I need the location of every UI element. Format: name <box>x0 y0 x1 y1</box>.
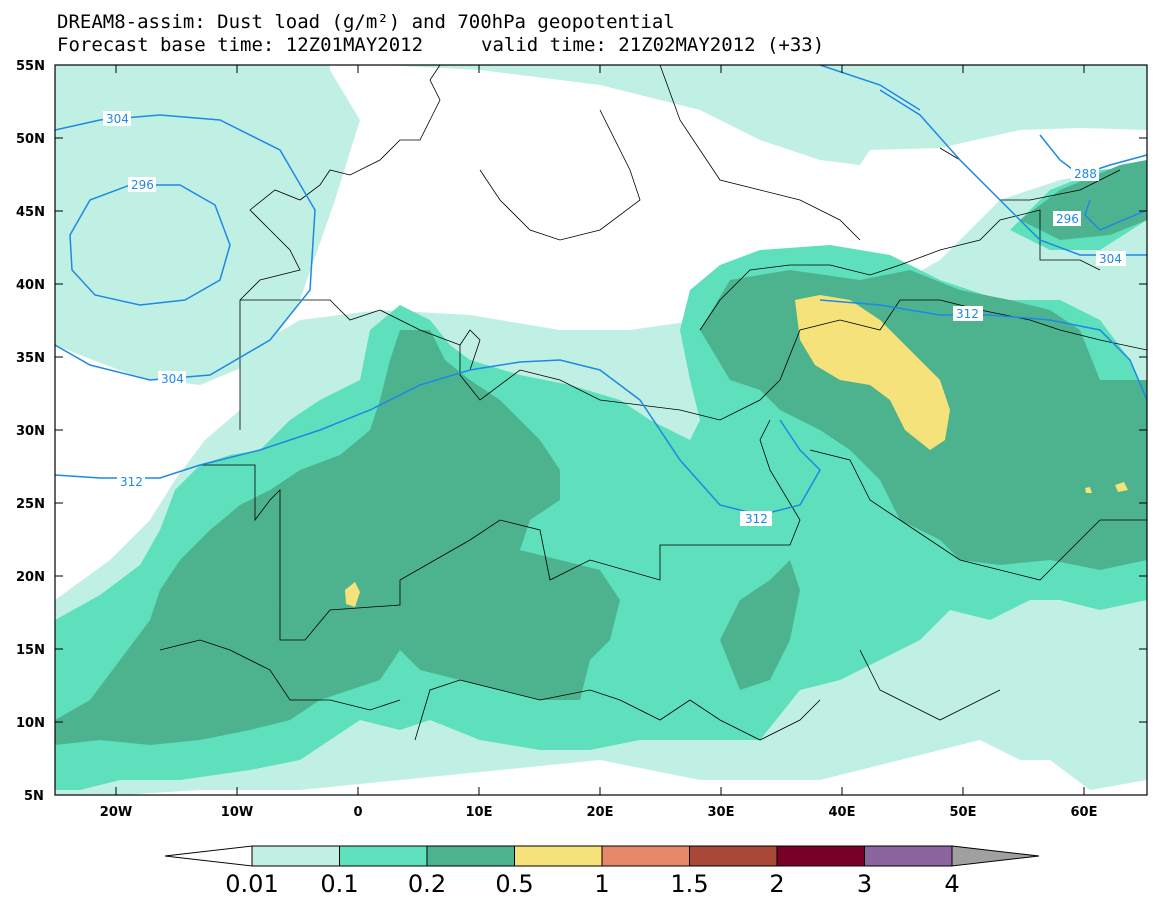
lat-label: 35N <box>16 351 45 366</box>
lon-label: 20E <box>587 805 614 820</box>
contour-label: 312 <box>120 475 143 489</box>
contour-label: 304 <box>106 112 129 126</box>
colorbar-swatch <box>689 845 778 867</box>
contour-304-west <box>55 114 316 381</box>
contour-296-west <box>69 184 231 306</box>
colorbar-level-label: 1 <box>594 870 610 898</box>
colorbar <box>164 845 1040 867</box>
lon-label: 30E <box>708 805 735 820</box>
lat-label: 25N <box>16 497 45 512</box>
colorbar-level-label: 4 <box>944 870 960 898</box>
colorbar-swatch <box>864 845 953 867</box>
colorbar-level-label: 0.2 <box>407 870 447 898</box>
lon-label: 10W <box>221 805 253 820</box>
base-time: Forecast base time: 12Z01MAY2012 <box>57 34 424 56</box>
colorbar-level-label: 3 <box>856 870 873 898</box>
lat-label: 15N <box>16 643 45 658</box>
lon-label: 0 <box>353 805 362 820</box>
contour-label: 312 <box>745 512 768 526</box>
contour-label: 304 <box>161 372 184 386</box>
contour-296-east <box>1084 199 1147 231</box>
contour-312-main <box>55 359 821 516</box>
contour-label: 288 <box>1074 167 1097 181</box>
lat-label: 20N <box>16 570 45 585</box>
contour-label: 312 <box>956 307 979 321</box>
latitude-labels: 55N 50N 45N 40N 35N 30N 25N 20N 15N 10N … <box>16 59 45 804</box>
colorbar-swatch <box>426 845 515 867</box>
contour-304-east <box>879 89 1147 256</box>
contour-label: 296 <box>1056 212 1079 226</box>
contour-label: 296 <box>131 178 154 192</box>
colorbar-swatch <box>251 845 340 867</box>
lat-label: 55N <box>16 59 45 74</box>
colorbar-low-arrow <box>164 845 253 867</box>
lat-label: 5N <box>24 789 44 804</box>
contour-312-east <box>819 299 1147 401</box>
valid-time: valid time: 21Z02MAY2012 (+33) <box>481 34 825 56</box>
lon-label: 40E <box>829 805 856 820</box>
forecast-times: Forecast base time: 12Z01MAY2012 valid ti… <box>57 34 824 56</box>
dust-level-05 <box>345 295 1128 607</box>
colorbar-level-label: 0.5 <box>495 870 534 898</box>
axis-ticks <box>55 64 1147 796</box>
lon-label: 20W <box>100 805 132 820</box>
colorbar-high-arrow <box>951 845 1040 867</box>
colorbar-level-label: 0.01 <box>225 870 279 898</box>
contour-label: 304 <box>1099 252 1122 266</box>
colorbar-level-label: 1.5 <box>670 870 709 898</box>
lon-label: 50E <box>950 805 977 820</box>
dust-level-02 <box>55 160 1147 745</box>
map-plot-area: 304 296 304 312 312 288 296 304 312 <box>55 65 1147 795</box>
lat-label: 10N <box>16 716 45 731</box>
colorbar-swatch <box>601 845 690 867</box>
lon-label: 60E <box>1071 805 1098 820</box>
lat-label: 50N <box>16 132 45 147</box>
colorbar-swatch <box>776 845 865 867</box>
geopotential-contours <box>55 65 1147 516</box>
longitude-labels: 20W 10W 0 10E 20E 30E 40E 50E 60E <box>100 805 1098 820</box>
lat-label: 30N <box>16 424 45 439</box>
contour-labels: 304 296 304 312 312 288 296 304 312 <box>103 111 1126 526</box>
lat-label: 45N <box>16 205 45 220</box>
colorbar-level-label: 0.1 <box>320 870 359 898</box>
colorbar-swatch <box>514 845 603 867</box>
colorbar-level-label: 2 <box>769 870 785 898</box>
lon-label: 10E <box>466 805 493 820</box>
contour-top-arc <box>819 65 921 111</box>
lat-label: 40N <box>16 278 45 293</box>
map-title: DREAM8-assim: Dust load (g/m²) and 700hP… <box>57 11 675 33</box>
colorbar-swatch <box>339 845 428 867</box>
